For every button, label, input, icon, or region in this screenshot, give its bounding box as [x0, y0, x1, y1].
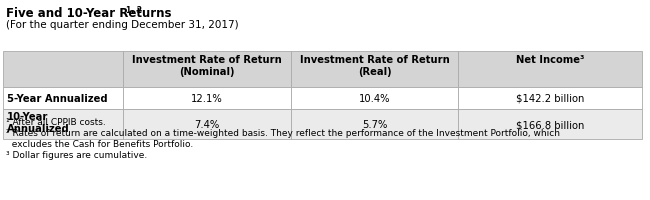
Bar: [124, 88, 291, 109]
Text: excludes the Cash for Benefits Portfolio.: excludes the Cash for Benefits Portfolio…: [6, 139, 193, 148]
Bar: [291, 88, 458, 109]
Bar: [124, 52, 291, 88]
Text: 12.1%: 12.1%: [191, 94, 223, 103]
Bar: [124, 109, 291, 139]
Bar: [458, 109, 642, 139]
Bar: [3, 109, 124, 139]
Text: $142.2 billion: $142.2 billion: [516, 94, 584, 103]
Text: Five and 10-Year Returns: Five and 10-Year Returns: [6, 7, 172, 20]
Text: $166.8 billion: $166.8 billion: [516, 119, 584, 129]
Bar: [291, 109, 458, 139]
Text: 5-Year Annualized: 5-Year Annualized: [7, 94, 108, 103]
Text: Investment Rate of Return
(Nominal): Investment Rate of Return (Nominal): [132, 55, 282, 76]
Text: ² Rates of return are calculated on a time-weighted basis. They reflect the perf: ² Rates of return are calculated on a ti…: [6, 128, 560, 137]
Bar: [3, 88, 124, 109]
Text: Investment Rate of Return
(Real): Investment Rate of Return (Real): [300, 55, 449, 76]
Text: 7.4%: 7.4%: [194, 119, 220, 129]
Text: 10.4%: 10.4%: [359, 94, 391, 103]
Bar: [3, 52, 124, 88]
Text: ¹ After all CPPIB costs.: ¹ After all CPPIB costs.: [6, 117, 106, 126]
Text: 10-Year
Annualized: 10-Year Annualized: [7, 112, 70, 133]
Text: 1, 2: 1, 2: [126, 6, 142, 15]
Text: (For the quarter ending December 31, 2017): (For the quarter ending December 31, 201…: [6, 20, 239, 30]
Text: Net Income³: Net Income³: [516, 55, 584, 65]
Text: ³ Dollar figures are cumulative.: ³ Dollar figures are cumulative.: [6, 150, 148, 159]
Text: 5.7%: 5.7%: [362, 119, 387, 129]
Bar: [458, 88, 642, 109]
Bar: [291, 52, 458, 88]
Bar: [458, 52, 642, 88]
